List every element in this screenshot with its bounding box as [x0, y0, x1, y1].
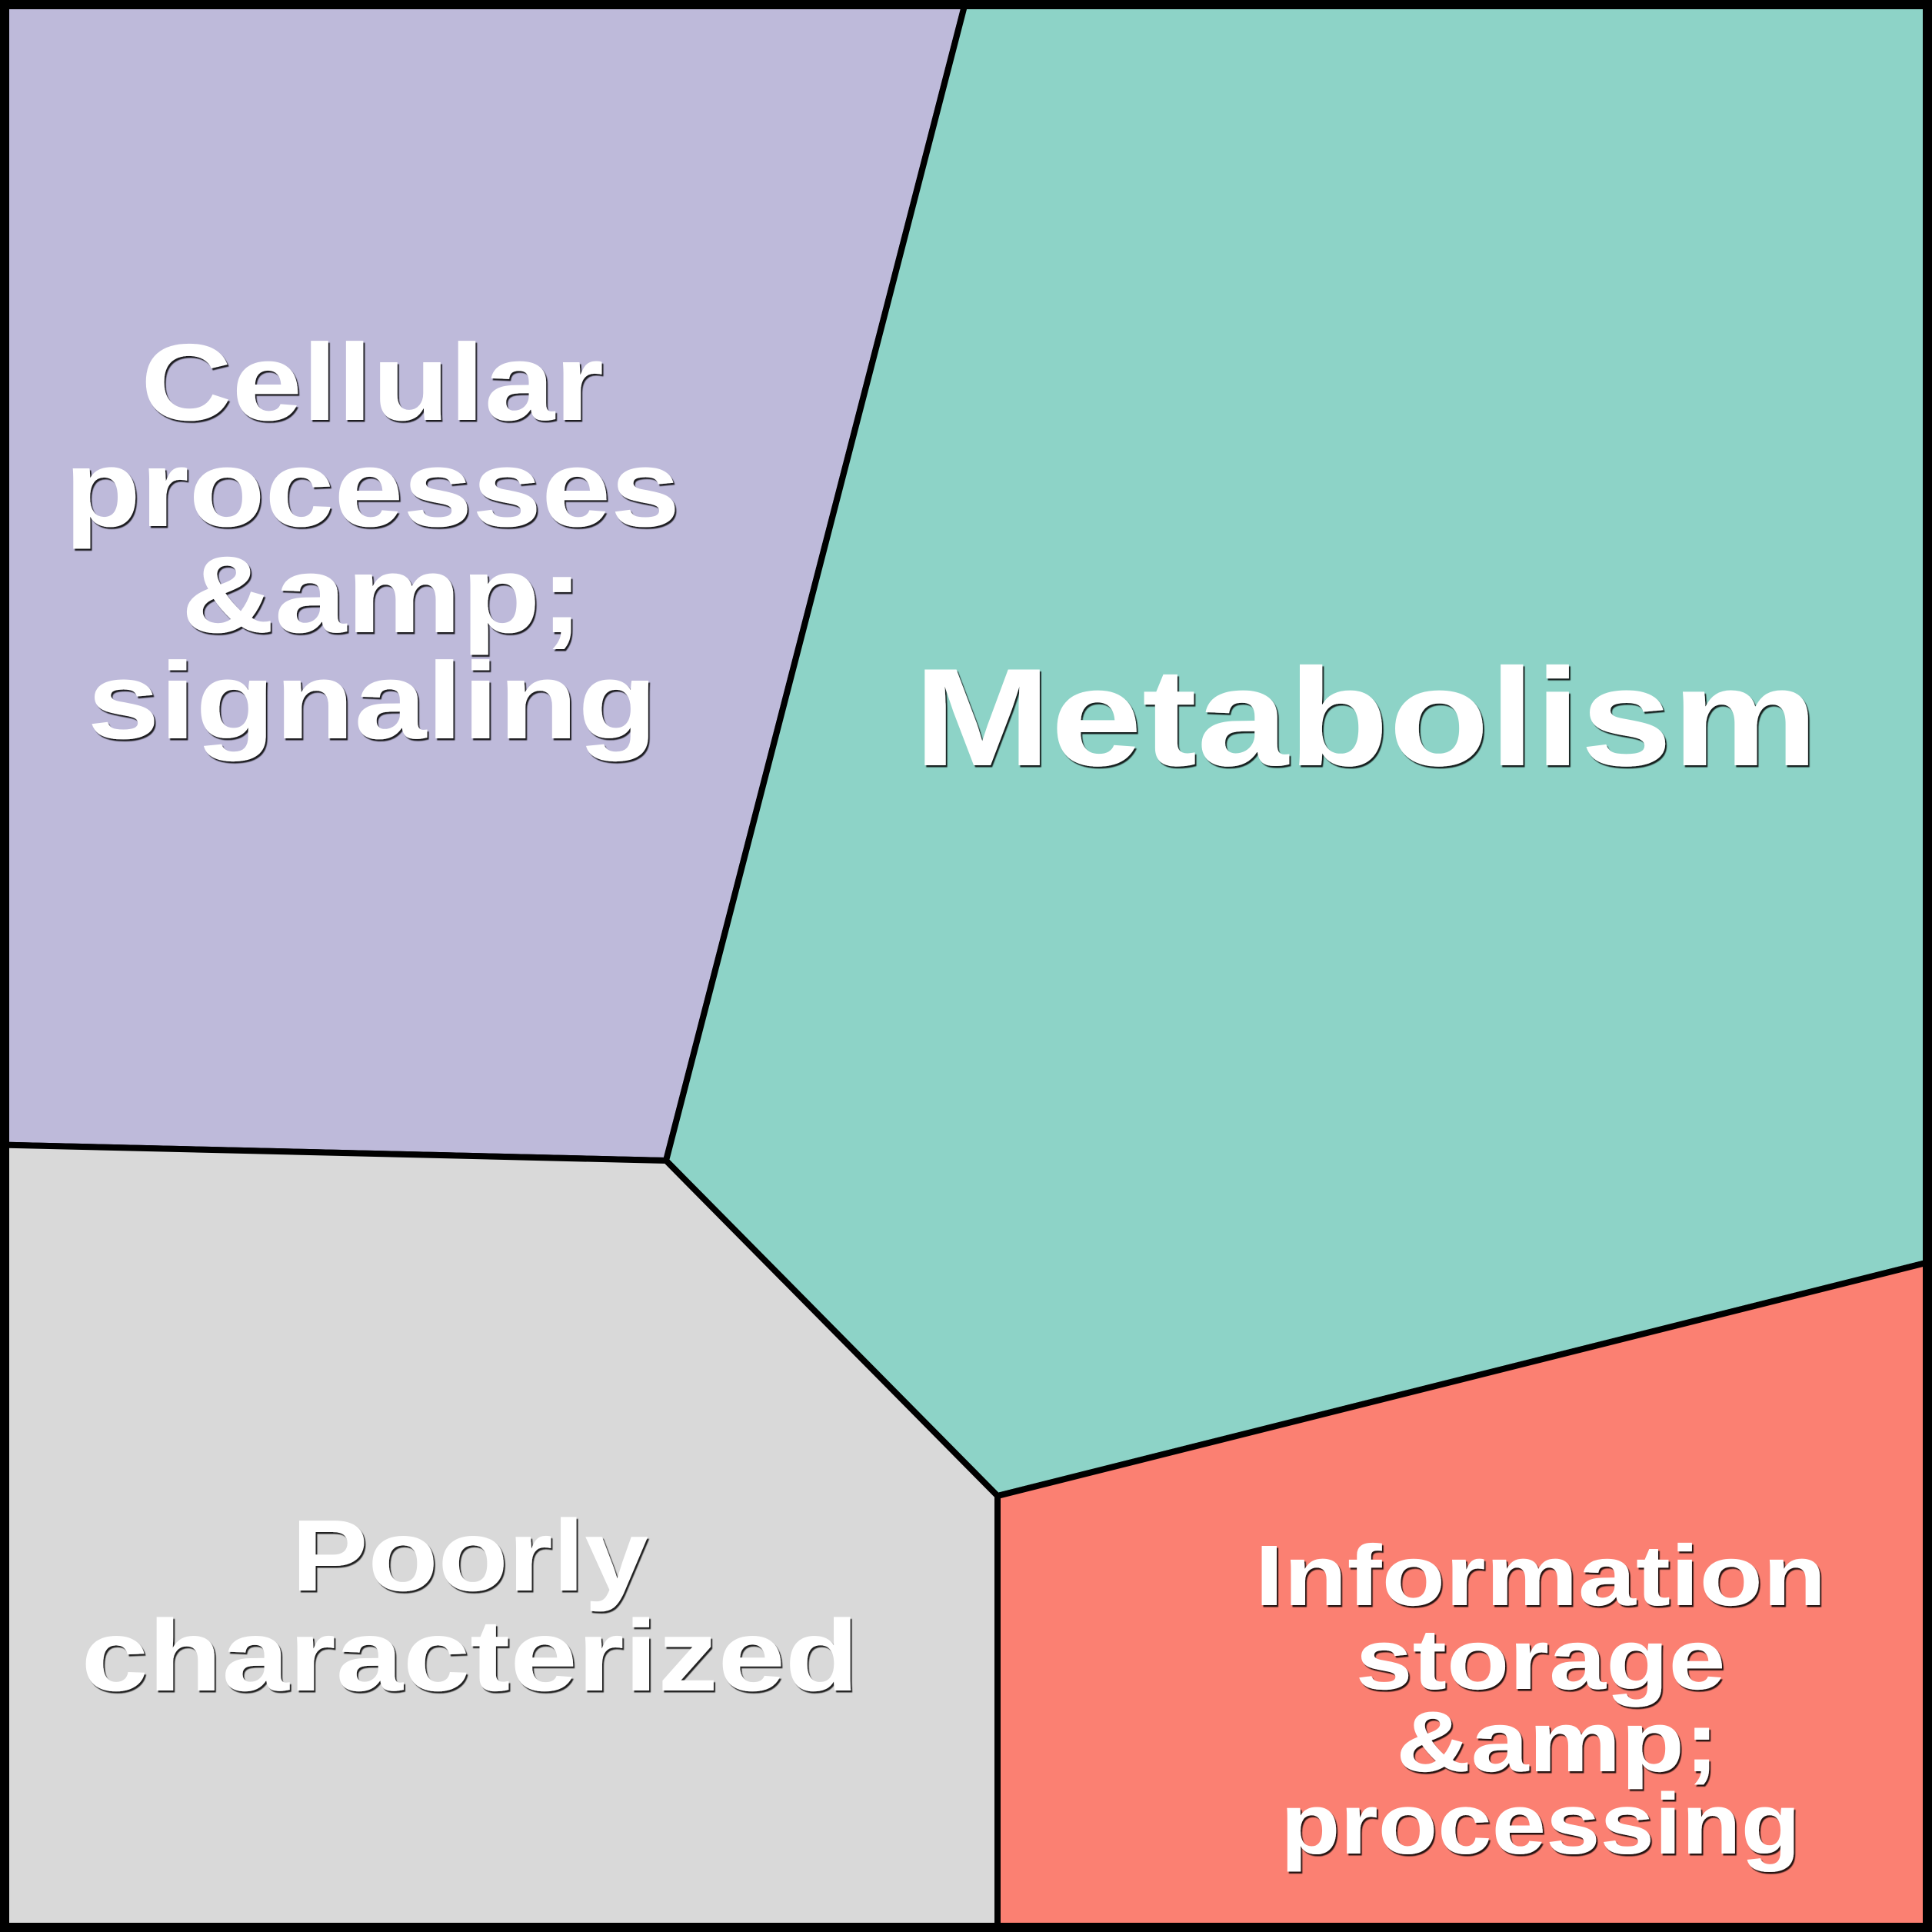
- svg-text:Poorly: Poorly: [291, 1499, 648, 1612]
- svg-text:processing: processing: [1281, 1776, 1800, 1872]
- svg-text:Metabolism: Metabolism: [914, 640, 1818, 795]
- svg-text:processes: processes: [65, 428, 680, 550]
- svg-text:&amp;: &amp;: [182, 534, 584, 656]
- svg-text:signaling: signaling: [88, 640, 658, 762]
- svg-text:Cellular: Cellular: [141, 321, 604, 444]
- svg-text:&amp;: &amp;: [1396, 1694, 1719, 1790]
- svg-text:storage: storage: [1356, 1611, 1726, 1707]
- svg-text:characterized: characterized: [82, 1599, 859, 1712]
- svg-text:Information: Information: [1255, 1527, 1827, 1624]
